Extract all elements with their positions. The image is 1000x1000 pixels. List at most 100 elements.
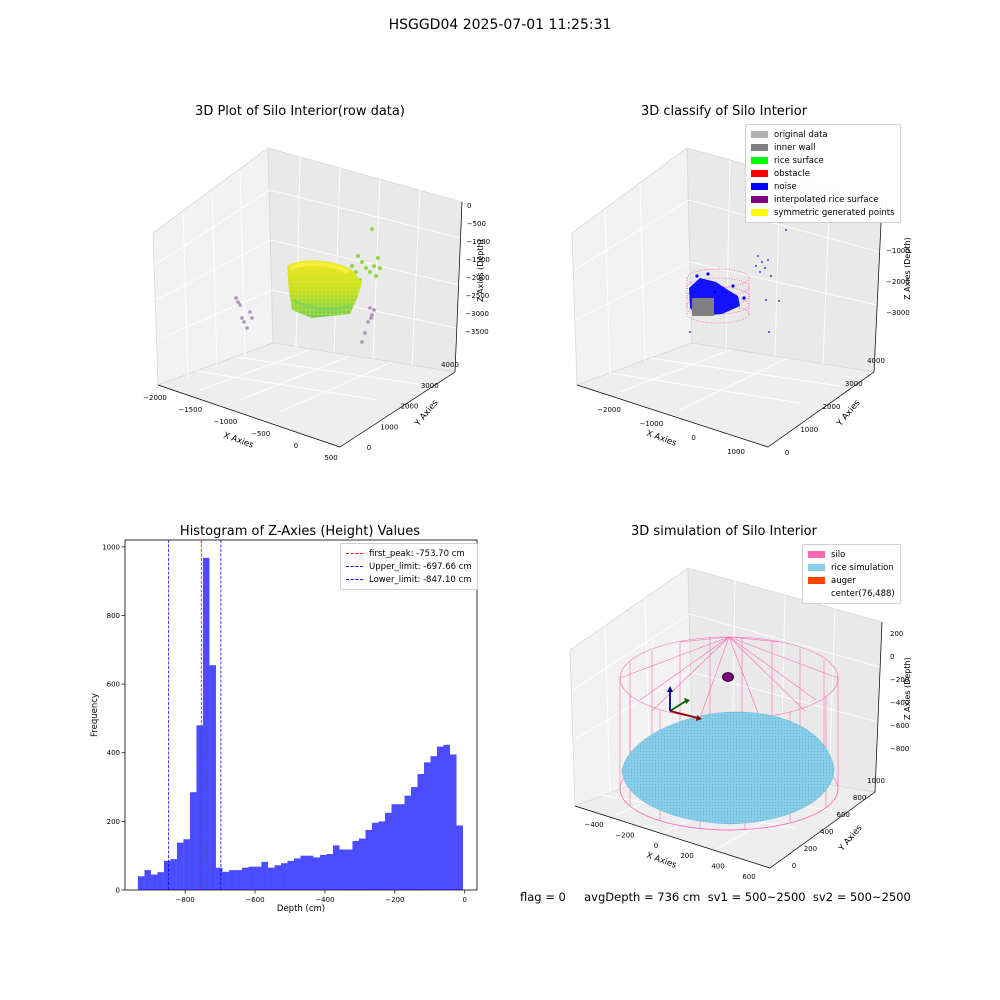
panel4-y-tick: 0 — [792, 862, 796, 870]
legend-swatch — [751, 196, 768, 203]
panel1-title: 3D Plot of Silo Interior(row data) — [195, 104, 405, 119]
histogram-bar — [202, 557, 210, 890]
histogram-legend: first_peak: -753.70 cm Upper_limit: -697.… — [340, 543, 478, 590]
panel2-legend-entry: interpolated rice surface — [751, 193, 895, 206]
legend-label: Lower_limit: -847.10 cm — [369, 574, 472, 585]
histogram-x-tick: −600 — [245, 896, 264, 904]
panel4-x-tick: −400 — [584, 821, 603, 829]
histogram-legend-entry: Lower_limit: -847.10 cm — [346, 573, 472, 586]
histogram-bar — [437, 746, 444, 890]
status-line: flag = 0 avgDepth = 736 cm sv1 = 500~250… — [520, 890, 911, 904]
panel1-3d-plot: −2000 −1500 −1000 −500 0 500 0 1000 2000 3000 400… — [143, 147, 490, 460]
panel4-legend-entry: center(76,488) — [808, 587, 895, 600]
panel4-legend: silo rice simulation auger center(76,488) — [802, 544, 901, 604]
panel1-z-tick: −1500 — [466, 256, 490, 264]
legend-label: center(76,488) — [831, 588, 895, 599]
histogram-bar — [352, 840, 359, 890]
histogram-bar — [170, 859, 177, 890]
panel1-x-tick: 500 — [324, 454, 337, 460]
histogram-bar — [358, 838, 366, 890]
histogram-bar — [163, 860, 171, 890]
legend-label: rice simulation — [831, 562, 894, 573]
panel4-x-tick: 400 — [711, 863, 724, 871]
legend-label: rice surface — [774, 155, 824, 166]
panel4-y-tick: 600 — [837, 811, 850, 819]
histogram-bar — [384, 812, 392, 890]
panel2-legend-entry: rice surface — [751, 154, 895, 167]
panel1-x-tick: −500 — [251, 430, 270, 438]
histogram-y-tick: 400 — [107, 749, 120, 757]
histogram-bar — [371, 822, 379, 890]
legend-label: inner wall — [774, 142, 816, 153]
histogram-bar — [306, 855, 314, 890]
histogram-bar — [339, 849, 346, 890]
histogram-xlabel: Depth (cm) — [277, 904, 325, 914]
panel4-x-tick: 600 — [742, 873, 755, 880]
panel1-x-tick: 0 — [294, 442, 298, 450]
panel2-title: 3D classify of Silo Interior — [640, 104, 808, 119]
histogram-bar — [267, 867, 275, 890]
panel4-x-tick: 200 — [680, 852, 693, 860]
legend-label: first_peak: -753.70 cm — [369, 548, 465, 559]
histogram-bar — [235, 870, 242, 890]
panel1-zlabel: Z Axies (Depth) — [476, 239, 485, 302]
panel1-z-tick: −500 — [467, 220, 486, 228]
legend-swatch — [808, 590, 825, 597]
histogram-bar — [248, 866, 255, 890]
histogram-y-tick: 0 — [116, 887, 120, 895]
panel2-z-tick: −3000 — [886, 309, 910, 317]
histogram-bar — [398, 804, 405, 890]
legend-swatch — [808, 564, 825, 571]
legend-swatch — [751, 183, 768, 190]
panel4-y-tick: 400 — [820, 828, 833, 836]
histogram-bar — [443, 744, 451, 890]
panel2-legend-entry: symmetric generated points — [751, 206, 895, 219]
panel2-x-tick: −1000 — [639, 420, 663, 428]
histogram-x-tick: −200 — [385, 896, 404, 904]
legend-line — [346, 553, 363, 554]
panel1-x-tick: −1500 — [178, 406, 202, 414]
panel1-y-tick: 0 — [367, 444, 371, 452]
panel4-z-tick: −400 — [890, 699, 909, 707]
legend-swatch — [751, 131, 768, 138]
panel4-z-tick: 0 — [890, 653, 894, 661]
legend-swatch — [751, 170, 768, 177]
histogram-y-tick: 800 — [107, 612, 120, 620]
histogram-ylabel: Frequency — [90, 693, 100, 737]
histogram-bar — [189, 792, 197, 890]
histogram-bar — [404, 795, 412, 890]
histogram-bar — [157, 872, 164, 890]
histogram-bar — [241, 867, 249, 890]
panel2-z-tick: −2000 — [886, 278, 910, 286]
legend-swatch — [751, 209, 768, 216]
panel1-y-tick: 3000 — [421, 382, 439, 390]
histogram-bar — [261, 861, 268, 890]
panel1-y-tick: 1000 — [380, 423, 398, 431]
panel2-legend-entry: inner wall — [751, 141, 895, 154]
legend-label: auger — [831, 575, 856, 586]
histogram-bar — [326, 853, 333, 890]
panel2-x-tick: 0 — [691, 434, 695, 442]
panel1-y-tick: 2000 — [401, 403, 419, 411]
panel1-x-tick: −2000 — [143, 394, 167, 402]
legend-label: interpolated rice surface — [774, 194, 879, 205]
histogram-y-tick: 1000 — [102, 543, 120, 551]
histogram-bar — [254, 866, 262, 890]
histogram-bar — [215, 867, 223, 890]
panel2-xlabel: X Axies — [645, 429, 678, 449]
histogram-bar — [144, 870, 151, 890]
histogram-bar — [450, 754, 457, 890]
panel1-y-tick: 4000 — [441, 361, 459, 369]
panel4-3d-plot: −400 −200 0 200 400 600 0 200 400 600 800 1000 200… — [569, 567, 912, 880]
histogram-y-tick: 200 — [107, 818, 120, 826]
histogram-x-tick: 0 — [463, 896, 467, 904]
panel2-x-tick: −2000 — [597, 406, 621, 414]
histogram-bar — [209, 665, 216, 890]
histogram-plot: −800 −600 −400 −200 0 0 200 400 600 800 1000 Dept… — [90, 539, 478, 914]
panel4-x-tick: 0 — [654, 842, 658, 850]
legend-label: symmetric generated points — [774, 207, 895, 218]
legend-label: Upper_limit: -697.66 cm — [369, 561, 472, 572]
panel1-z-tick: 0 — [467, 202, 471, 210]
histogram-bar — [456, 825, 464, 890]
panel2-y-tick: 1000 — [800, 426, 818, 434]
